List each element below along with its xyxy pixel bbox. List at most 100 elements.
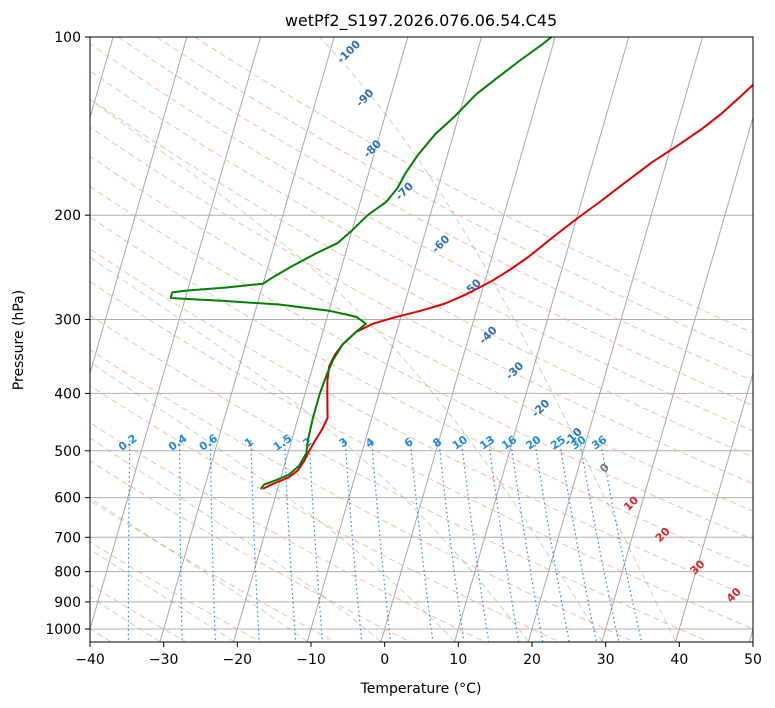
dry-adiabat-60 (90, 248, 753, 599)
y-tick-label: 200 (54, 208, 81, 224)
dry-adiabat-0 (90, 460, 410, 642)
dry-adiabat-130 (90, 43, 753, 407)
isotherm-lines (90, 37, 753, 642)
x-tick-label: −20 (223, 652, 253, 668)
mixing-ratio-line-0.2 (127, 440, 131, 642)
dry-adiabat-150 (156, 37, 753, 358)
mixing-ratio-label: 4 (363, 435, 377, 450)
mixing-ratio-label: 6 (402, 435, 416, 450)
moist-adiabat-10 (90, 361, 456, 642)
x-tick-label: 20 (523, 652, 541, 668)
mixing-ratio-line-0.4 (179, 440, 183, 642)
dry-adiabat-90 (90, 155, 753, 512)
dry-adiabat-20 (90, 385, 559, 642)
y-tick-label: 400 (54, 386, 81, 402)
y-tick-label: 900 (54, 595, 81, 611)
mixing-ratio-line-25 (558, 440, 597, 642)
isotherm--30 (159, 37, 335, 642)
mixing-ratio-label: 36 (589, 433, 609, 453)
dewpoint-profile (169, 37, 553, 490)
plot-area: -100-90-80-70-60-50-40-30-20-10010203040… (69, 37, 753, 642)
plot-frame (89, 36, 754, 643)
dry-adiabat-50 (90, 281, 753, 630)
chart-title: wetPf2_S197.2026.076.06.54.C45 (285, 11, 557, 31)
dry-adiabat-110 (90, 98, 753, 458)
mixing-ratio-label: 1 (242, 435, 256, 450)
adiabat-label: 10 (621, 493, 641, 513)
x-tick-label: 30 (597, 652, 615, 668)
isotherm-40 (675, 371, 753, 642)
mixing-ratio-label: 8 (430, 435, 444, 450)
adiabat-label: -60 (429, 232, 452, 255)
mixing-ratio-line-2 (308, 440, 324, 642)
x-tick-label: −30 (149, 652, 179, 668)
isotherm--10 (306, 37, 482, 642)
adiabat-label: -80 (361, 137, 384, 160)
dry-adiabat-70 (90, 216, 753, 569)
x-tick-label: −40 (75, 652, 105, 668)
dry-adiabat-80 (90, 185, 753, 540)
adiabat-label: 30 (688, 557, 708, 577)
isotherm-10 (454, 37, 630, 642)
adiabat-label: -30 (503, 359, 526, 382)
dry-adiabat-40 (90, 314, 709, 642)
dry-adiabat-120 (90, 70, 753, 432)
mixing-ratio-line-8 (438, 440, 465, 642)
dry-adiabat-10 (90, 422, 485, 642)
isotherm--40 (90, 37, 261, 631)
isotherm-30 (601, 115, 753, 642)
moist-adiabat-30 (90, 98, 603, 642)
dry-adiabat-100 (90, 126, 753, 485)
moist-adiabat-20 (90, 256, 529, 642)
y-axis-label: Pressure (hPa) (11, 290, 27, 390)
y-tick-label: 300 (54, 312, 81, 328)
mixing-ratio-line-1.5 (283, 440, 297, 642)
adiabat-label: 20 (653, 525, 673, 545)
adiabat-label: -90 (353, 86, 376, 109)
x-tick-label: 10 (449, 652, 467, 668)
y-axis-ticks: 100 200 300 400 500 600 700 800 900 1000 (45, 30, 90, 638)
mixing-ratio-line-36 (599, 440, 643, 642)
mixing-ratio-line-20 (534, 440, 570, 642)
mixing-ratio-line-0.6 (209, 440, 216, 642)
adiabat-label: -40 (477, 323, 500, 346)
x-tick-label: 50 (744, 652, 762, 668)
dry-adiabat--10 (90, 500, 335, 642)
isotherm--50 (90, 37, 188, 375)
x-axis-label: Temperature (°C) (360, 681, 482, 697)
moist-adiabat-0 (90, 437, 382, 642)
moist-adiabat-lines (90, 37, 677, 642)
mixing-ratio-label: 16 (499, 433, 519, 453)
mixing-ratio-line-3 (344, 440, 363, 642)
mixing-ratio-line-1 (250, 440, 260, 642)
isotherm-0 (380, 37, 556, 642)
adiabat-label: -20 (529, 396, 552, 419)
pressure-gridlines (90, 37, 753, 630)
mixing-ratio-label: 3 (337, 435, 351, 450)
dry-adiabat-lines (90, 37, 753, 642)
mixing-ratio-line-30 (579, 440, 620, 642)
isotherm-20 (527, 37, 703, 642)
isotherm--20 (233, 37, 409, 642)
dry-adiabat--20 (90, 541, 261, 642)
x-tick-label: 40 (670, 652, 688, 668)
dry-adiabat--30 (90, 583, 186, 642)
y-tick-label: 600 (54, 491, 81, 507)
x-tick-label: −10 (296, 652, 326, 668)
y-tick-label: 500 (54, 444, 81, 460)
temperature-profile (262, 83, 753, 490)
adiabat-label: -100 (334, 37, 363, 66)
x-axis-ticks: −40 −30 −20 −10 0 10 20 30 40 50 (75, 642, 762, 668)
y-tick-label: 800 (54, 565, 81, 581)
dry-adiabat-30 (90, 349, 634, 642)
sounding-profiles (169, 37, 753, 490)
y-tick-label: 700 (54, 530, 81, 546)
x-tick-label: 0 (380, 652, 389, 668)
y-tick-label: 1000 (45, 622, 81, 638)
moist-adiabat--20 (90, 548, 234, 642)
mixing-ratio-label: 0.1 (69, 432, 92, 454)
mixing-ratio-lines (127, 440, 643, 642)
adiabat-label: -70 (393, 179, 416, 202)
